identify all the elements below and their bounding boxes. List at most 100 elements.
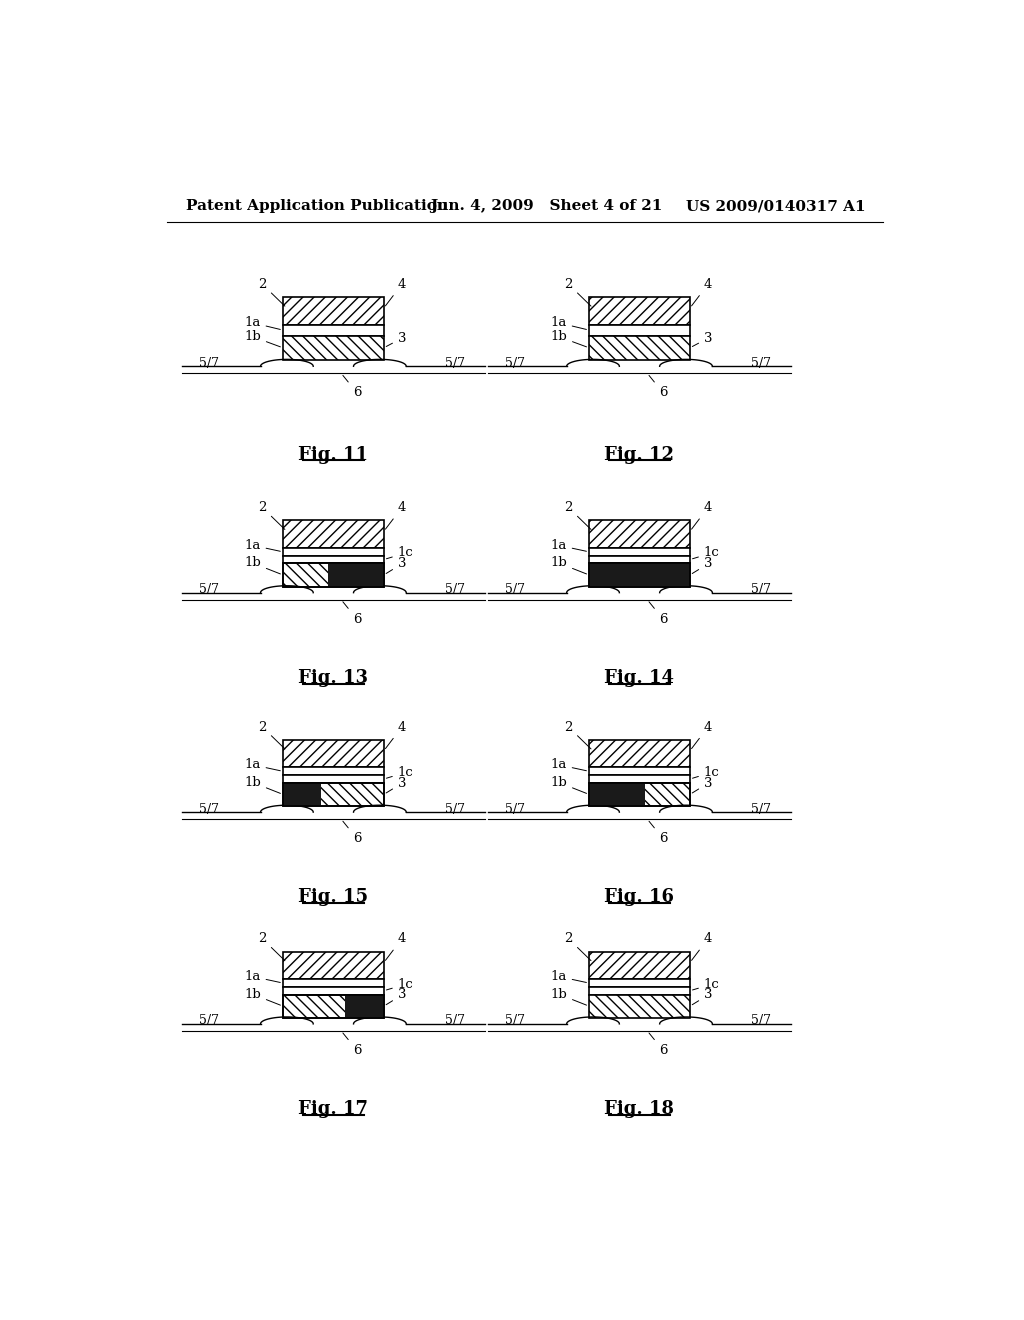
Text: Fig. 17: Fig. 17 <box>298 1100 369 1118</box>
Bar <box>283 979 384 987</box>
Text: 4: 4 <box>691 721 713 748</box>
Bar <box>589 297 690 325</box>
Text: 3: 3 <box>692 776 713 793</box>
Bar <box>283 783 384 807</box>
Text: 4: 4 <box>385 277 407 306</box>
Bar <box>589 783 690 807</box>
Text: 1b: 1b <box>550 776 587 793</box>
Text: 4: 4 <box>385 932 407 961</box>
Text: 6: 6 <box>649 821 668 845</box>
Bar <box>283 767 384 775</box>
Text: 6: 6 <box>649 1034 668 1057</box>
Text: Patent Application Publication: Patent Application Publication <box>186 199 449 213</box>
Text: 5/7: 5/7 <box>506 583 525 597</box>
Text: 1a: 1a <box>550 317 587 330</box>
Bar <box>283 564 384 586</box>
Bar <box>283 952 384 979</box>
Bar <box>283 783 322 807</box>
Text: 2: 2 <box>564 277 591 306</box>
Text: 1b: 1b <box>550 987 587 1005</box>
Text: Fig. 18: Fig. 18 <box>604 1100 675 1118</box>
Text: 1c: 1c <box>692 978 720 991</box>
Text: 2: 2 <box>258 721 285 748</box>
Bar <box>589 548 690 556</box>
Bar <box>589 564 690 586</box>
Bar <box>589 564 690 586</box>
Bar <box>283 297 384 325</box>
Bar <box>589 995 690 1018</box>
Text: 1a: 1a <box>550 539 587 552</box>
Bar <box>283 520 384 548</box>
Text: 5/7: 5/7 <box>506 1014 525 1027</box>
Bar <box>589 783 690 807</box>
Bar <box>589 952 690 979</box>
Text: 6: 6 <box>343 821 361 845</box>
Text: 1a: 1a <box>245 970 281 983</box>
Bar <box>589 775 690 783</box>
Text: 4: 4 <box>385 502 407 529</box>
Text: 1a: 1a <box>245 317 281 330</box>
Text: 3: 3 <box>692 557 713 573</box>
Bar <box>589 556 690 564</box>
Text: 1b: 1b <box>245 557 281 574</box>
Bar <box>589 783 644 807</box>
Bar <box>589 520 690 548</box>
Text: 5/7: 5/7 <box>445 356 465 370</box>
Text: 6: 6 <box>343 1034 361 1057</box>
Text: 1a: 1a <box>550 758 587 771</box>
Text: 1b: 1b <box>245 330 281 347</box>
Text: Fig. 13: Fig. 13 <box>298 669 369 686</box>
Text: 5/7: 5/7 <box>752 356 771 370</box>
Text: 4: 4 <box>691 502 713 529</box>
Bar <box>329 564 384 586</box>
Text: 5/7: 5/7 <box>752 1014 771 1027</box>
Text: 1a: 1a <box>245 758 281 771</box>
Bar <box>283 325 384 335</box>
Bar <box>283 564 384 586</box>
Text: 1c: 1c <box>692 766 720 779</box>
Bar <box>589 783 690 807</box>
Text: 2: 2 <box>258 277 285 306</box>
Bar <box>589 564 690 586</box>
Text: Fig. 12: Fig. 12 <box>604 446 675 463</box>
Text: 6: 6 <box>649 375 668 400</box>
Text: 5/7: 5/7 <box>200 583 219 597</box>
Bar <box>283 548 384 556</box>
Text: 6: 6 <box>343 602 361 626</box>
Text: 2: 2 <box>564 721 591 748</box>
Text: 5/7: 5/7 <box>200 356 219 370</box>
Text: 3: 3 <box>386 989 407 1005</box>
Text: US 2009/0140317 A1: US 2009/0140317 A1 <box>686 199 865 213</box>
Text: 1c: 1c <box>692 546 720 560</box>
Text: 3: 3 <box>386 557 407 573</box>
Bar <box>283 520 384 548</box>
Bar <box>589 995 690 1018</box>
Bar <box>283 995 384 1018</box>
Text: 4: 4 <box>385 721 407 748</box>
Text: 3: 3 <box>692 331 713 347</box>
Text: 1a: 1a <box>245 539 281 552</box>
Bar <box>283 564 384 586</box>
Bar <box>589 564 690 586</box>
Text: 2: 2 <box>258 502 285 529</box>
Bar <box>345 995 384 1018</box>
Bar <box>283 952 384 979</box>
Bar <box>589 335 690 360</box>
Text: 5/7: 5/7 <box>506 803 525 816</box>
Text: 4: 4 <box>691 277 713 306</box>
Bar <box>283 335 384 360</box>
Bar <box>589 297 690 325</box>
Text: 5/7: 5/7 <box>200 1014 219 1027</box>
Text: 3: 3 <box>692 989 713 1005</box>
Text: 6: 6 <box>343 375 361 400</box>
Bar <box>283 775 384 783</box>
Text: 1a: 1a <box>550 970 587 983</box>
Bar <box>589 520 690 548</box>
Bar <box>589 325 690 335</box>
Bar <box>283 556 384 564</box>
Text: 4: 4 <box>691 932 713 961</box>
Text: 2: 2 <box>564 932 591 961</box>
Text: 2: 2 <box>258 932 285 961</box>
Text: 3: 3 <box>386 331 407 347</box>
Text: 1c: 1c <box>386 766 414 779</box>
